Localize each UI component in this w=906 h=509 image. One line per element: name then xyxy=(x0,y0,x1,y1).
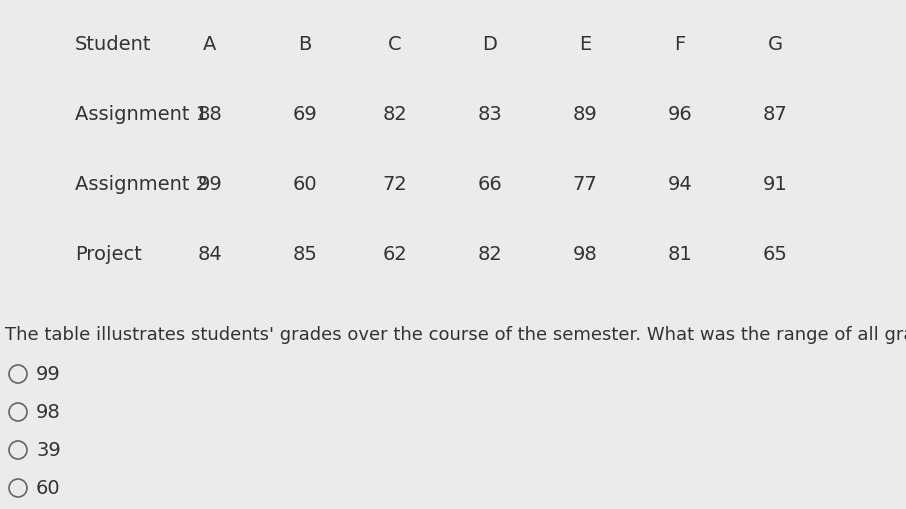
Text: 82: 82 xyxy=(382,105,408,124)
Text: 89: 89 xyxy=(573,105,597,124)
Text: 87: 87 xyxy=(763,105,787,124)
Text: Student: Student xyxy=(75,36,151,54)
Text: Assignment 2: Assignment 2 xyxy=(75,175,208,194)
Text: F: F xyxy=(674,36,686,54)
Text: 99: 99 xyxy=(36,365,61,384)
Text: D: D xyxy=(483,36,497,54)
Text: 83: 83 xyxy=(477,105,502,124)
Text: 99: 99 xyxy=(198,175,222,194)
Text: 94: 94 xyxy=(668,175,692,194)
Text: A: A xyxy=(203,36,217,54)
Text: 66: 66 xyxy=(477,175,502,194)
Text: The table illustrates students' grades over the course of the semester. What was: The table illustrates students' grades o… xyxy=(5,325,906,344)
Text: 98: 98 xyxy=(36,403,61,421)
Text: 88: 88 xyxy=(198,105,222,124)
Text: 77: 77 xyxy=(573,175,597,194)
Text: C: C xyxy=(388,36,402,54)
Text: 60: 60 xyxy=(293,175,317,194)
Text: G: G xyxy=(767,36,783,54)
Text: 96: 96 xyxy=(668,105,692,124)
Text: 85: 85 xyxy=(293,245,317,264)
Text: 65: 65 xyxy=(763,245,787,264)
Text: 91: 91 xyxy=(763,175,787,194)
Text: 98: 98 xyxy=(573,245,597,264)
Text: 39: 39 xyxy=(36,441,61,460)
Text: 82: 82 xyxy=(477,245,502,264)
Text: B: B xyxy=(298,36,312,54)
Text: 72: 72 xyxy=(382,175,408,194)
Text: Assignment 1: Assignment 1 xyxy=(75,105,208,124)
Text: E: E xyxy=(579,36,591,54)
Text: 62: 62 xyxy=(382,245,408,264)
Text: 60: 60 xyxy=(36,478,61,497)
Text: Project: Project xyxy=(75,245,142,264)
Text: 69: 69 xyxy=(293,105,317,124)
Text: 81: 81 xyxy=(668,245,692,264)
Text: 84: 84 xyxy=(198,245,222,264)
